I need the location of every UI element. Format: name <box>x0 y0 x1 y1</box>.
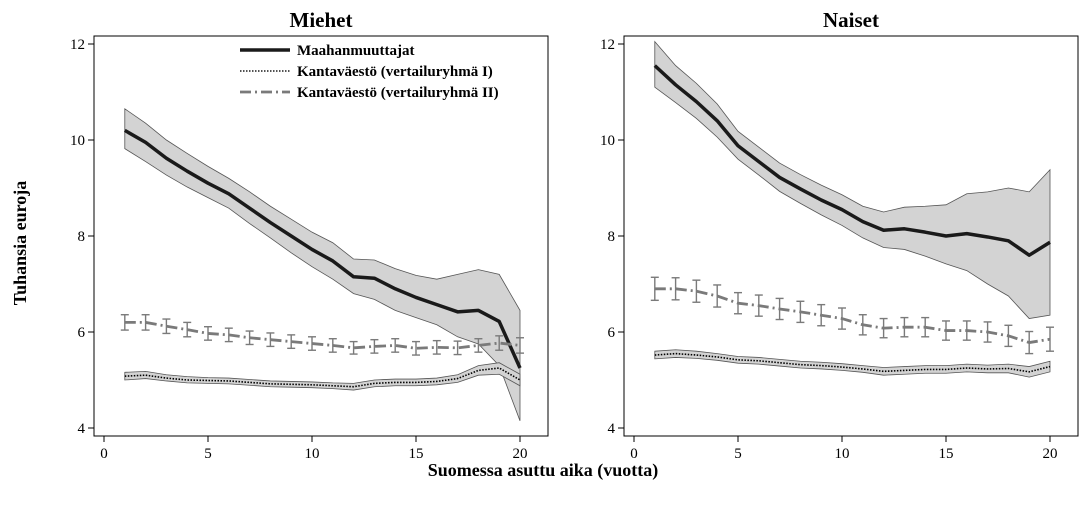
error-bar <box>692 279 701 303</box>
error-bar <box>671 277 680 301</box>
y-tick-label: 4 <box>608 421 616 437</box>
y-axis-label: Tuhansia euroja <box>10 181 30 306</box>
x-tick-label: 5 <box>204 446 212 462</box>
error-bar <box>308 336 316 351</box>
legend-item: Kantaväestö (vertailuryhmä II) <box>240 85 499 101</box>
panel-title: Naiset <box>823 8 879 32</box>
error-bar <box>141 314 150 331</box>
error-bar <box>453 340 462 356</box>
error-bar <box>516 337 524 354</box>
x-tick-label: 5 <box>734 446 742 462</box>
x-axis-label: Suomessa asuttu aika (vuotta) <box>428 460 659 481</box>
legend-label: Kantaväestö (vertailuryhmä I) <box>297 64 493 80</box>
legend-item: Maahanmuuttajat <box>240 43 415 59</box>
error-bar <box>287 334 296 350</box>
series-line <box>124 367 521 388</box>
y-tick-label: 10 <box>600 133 615 149</box>
legend: Maahanmuuttajat Kantaväestö (vertailuryhm… <box>240 43 499 101</box>
series-line <box>123 128 522 369</box>
x-tick-label: 15 <box>409 446 424 462</box>
x-tick-label: 0 <box>630 446 638 462</box>
error-bar <box>474 338 483 353</box>
y-tick-label: 12 <box>70 37 85 53</box>
error-bar <box>391 338 400 353</box>
x-tick-label: 20 <box>1043 446 1058 462</box>
confidence-band <box>124 362 521 391</box>
y-tick-label: 12 <box>600 37 615 53</box>
error-bar <box>432 339 441 355</box>
x-tick-label: 0 <box>100 446 108 462</box>
legend-item: Kantaväestö (vertailuryhmä I) <box>240 64 493 80</box>
error-bar <box>495 335 504 351</box>
y-tick-label: 6 <box>78 325 86 341</box>
panel-title: Miehet <box>290 8 353 32</box>
y-tick-label: 8 <box>78 229 86 245</box>
error-bar <box>370 338 379 354</box>
panel-miehet: Miehet 4 6 8 10 12 0 5 10 15 20 <box>70 8 549 462</box>
confidence-band <box>654 349 1051 378</box>
y-tick-label: 6 <box>608 325 616 341</box>
panel-naiset: Naiset 4 6 8 10 12 0 5 10 15 20 <box>600 8 1079 462</box>
error-bar <box>162 318 171 335</box>
error-bar <box>328 338 337 353</box>
x-tick-label: 10 <box>305 446 320 462</box>
series-line <box>654 352 1051 373</box>
error-bar <box>412 340 420 356</box>
legend-label: Kantaväestö (vertailuryhmä II) <box>297 85 499 101</box>
y-tick-label: 10 <box>70 133 85 149</box>
series-line <box>653 64 1051 257</box>
confidence-band <box>124 108 521 421</box>
legend-label: Maahanmuuttajat <box>297 43 415 59</box>
x-tick-label: 15 <box>939 446 954 462</box>
x-tick-label: 20 <box>513 446 528 462</box>
error-bar <box>349 340 358 355</box>
series-line <box>124 321 521 350</box>
series-line <box>654 287 1051 344</box>
confidence-band <box>654 40 1051 319</box>
error-bar <box>266 332 275 348</box>
x-tick-label: 10 <box>835 446 850 462</box>
y-tick-label: 8 <box>608 229 616 245</box>
y-tick-label: 4 <box>78 421 86 437</box>
